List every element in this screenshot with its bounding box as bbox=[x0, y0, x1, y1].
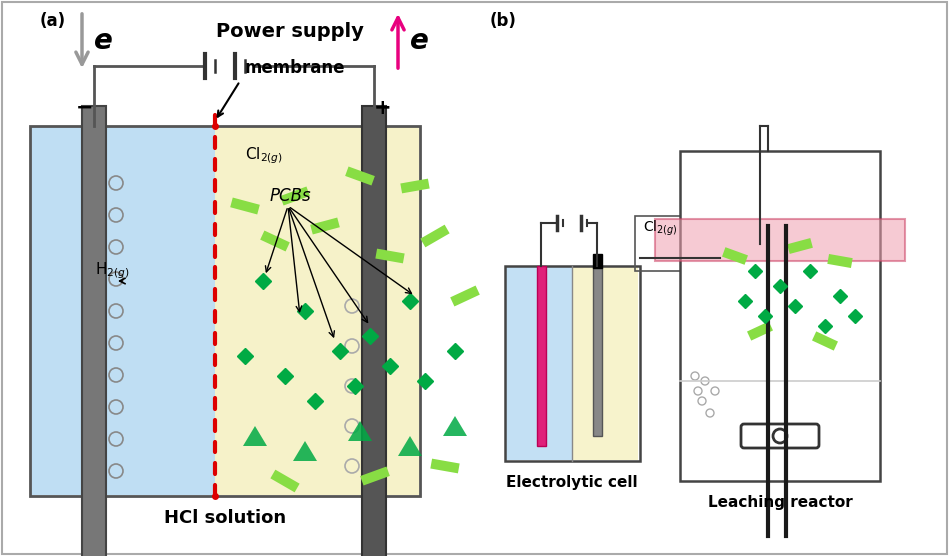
Polygon shape bbox=[348, 421, 372, 441]
FancyBboxPatch shape bbox=[82, 106, 106, 556]
Bar bbox=[360, 466, 390, 485]
Bar bbox=[420, 225, 450, 247]
FancyBboxPatch shape bbox=[741, 424, 819, 448]
Text: H$_{2(g)}$: H$_{2(g)}$ bbox=[95, 261, 130, 281]
Bar bbox=[430, 459, 459, 473]
Bar bbox=[345, 166, 375, 186]
Bar bbox=[747, 321, 773, 341]
FancyBboxPatch shape bbox=[506, 267, 572, 460]
Bar bbox=[722, 247, 748, 265]
Circle shape bbox=[773, 429, 787, 443]
Text: e: e bbox=[94, 27, 113, 55]
Text: membrane: membrane bbox=[245, 59, 345, 77]
Text: Leaching reactor: Leaching reactor bbox=[708, 495, 852, 510]
Text: Cl$_{2(g)}$: Cl$_{2(g)}$ bbox=[643, 219, 678, 237]
Bar bbox=[260, 231, 289, 251]
Bar bbox=[376, 249, 404, 264]
Bar bbox=[450, 286, 480, 306]
Polygon shape bbox=[398, 436, 422, 456]
Polygon shape bbox=[293, 441, 317, 461]
FancyBboxPatch shape bbox=[362, 106, 386, 556]
FancyBboxPatch shape bbox=[593, 266, 602, 436]
FancyBboxPatch shape bbox=[572, 267, 638, 460]
FancyBboxPatch shape bbox=[215, 127, 419, 495]
Text: Power supply: Power supply bbox=[216, 22, 363, 41]
Text: PCBs: PCBs bbox=[270, 187, 311, 205]
Polygon shape bbox=[443, 416, 467, 436]
Text: e: e bbox=[410, 27, 429, 55]
Text: (b): (b) bbox=[490, 12, 517, 30]
FancyBboxPatch shape bbox=[505, 266, 640, 461]
FancyBboxPatch shape bbox=[30, 126, 420, 496]
Text: −: − bbox=[76, 98, 94, 118]
Text: Electrolytic cell: Electrolytic cell bbox=[506, 475, 638, 490]
Text: +: + bbox=[374, 98, 392, 118]
Bar bbox=[280, 186, 310, 206]
Bar bbox=[828, 254, 853, 268]
Text: (a): (a) bbox=[40, 12, 66, 30]
Text: HCl solution: HCl solution bbox=[164, 509, 286, 527]
FancyBboxPatch shape bbox=[593, 254, 602, 268]
Text: Cl$_{2(g)}$: Cl$_{2(g)}$ bbox=[245, 146, 283, 166]
Bar bbox=[231, 197, 260, 215]
FancyBboxPatch shape bbox=[537, 266, 546, 446]
FancyBboxPatch shape bbox=[31, 127, 215, 495]
FancyBboxPatch shape bbox=[655, 219, 905, 261]
Bar bbox=[400, 178, 430, 193]
Bar bbox=[787, 238, 813, 254]
Bar bbox=[310, 217, 340, 235]
Polygon shape bbox=[243, 426, 267, 446]
FancyBboxPatch shape bbox=[680, 151, 880, 481]
Bar bbox=[270, 470, 300, 492]
Bar bbox=[812, 331, 838, 351]
